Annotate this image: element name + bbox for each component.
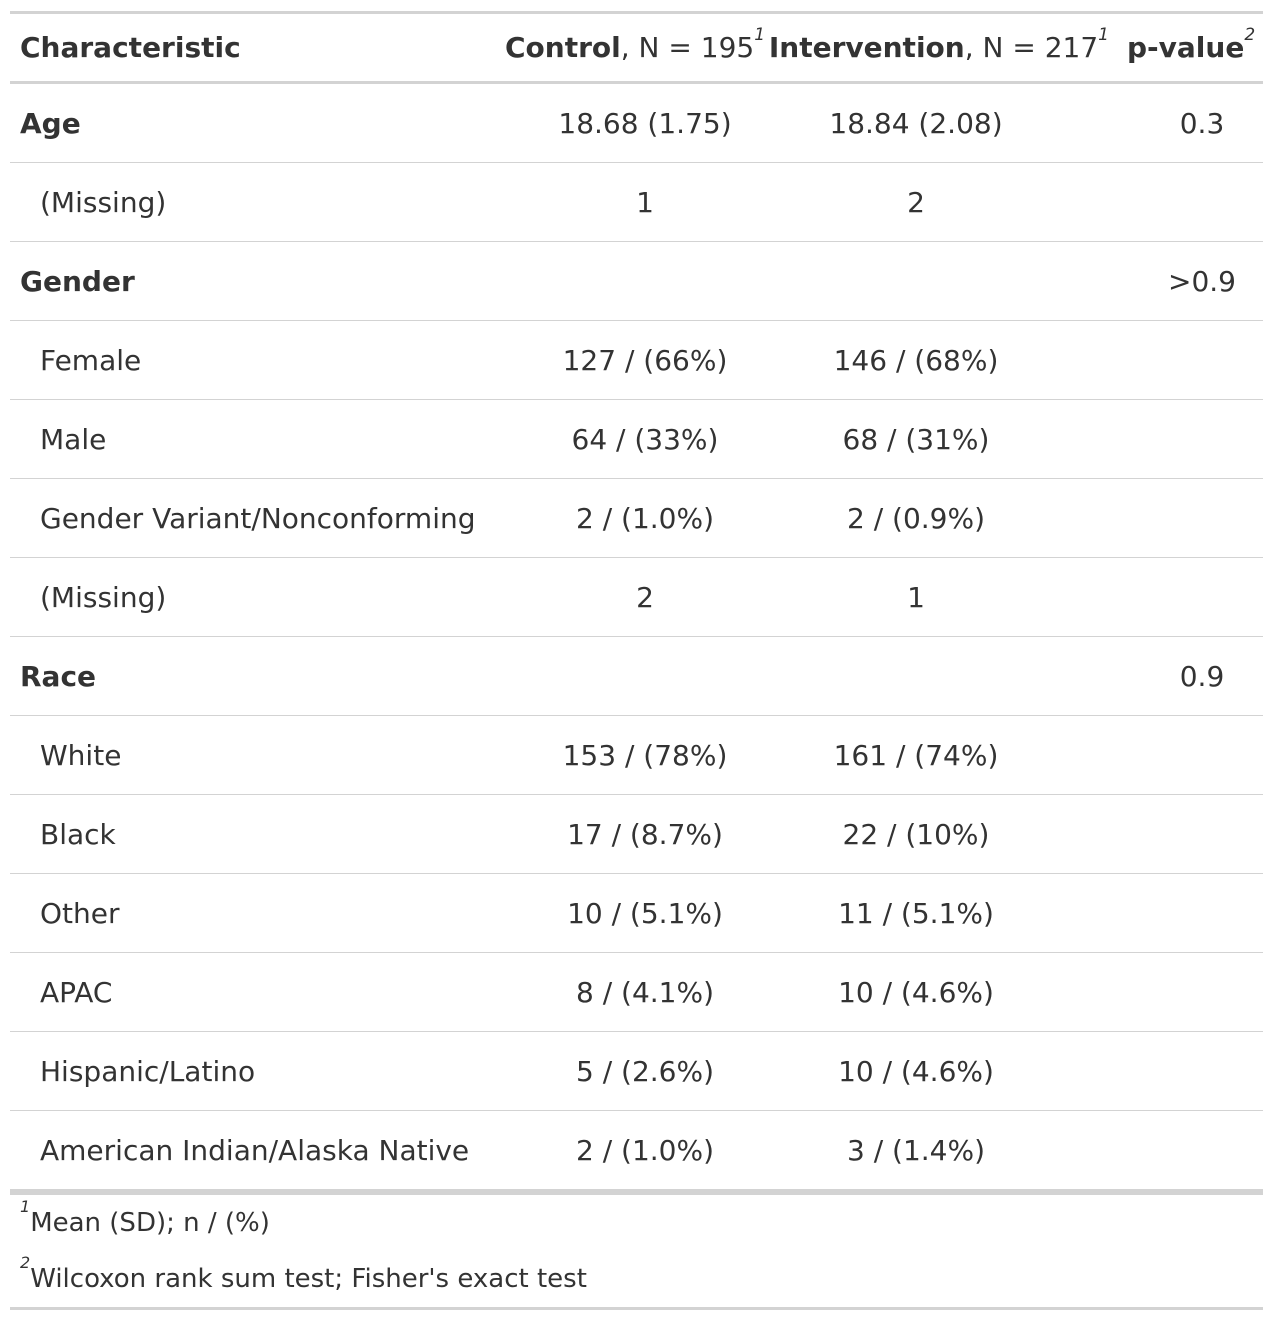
intervention-value: 22 / (10%) — [755, 794, 1127, 874]
row-label: Gender — [10, 241, 505, 321]
control-value: 64 / (33%) — [505, 399, 755, 479]
control-value: 127 / (66%) — [505, 320, 755, 400]
table-row: Age 18.68 (1.75) 18.84 (2.08) 0.3 — [10, 83, 1263, 163]
row-label: Age — [20, 106, 81, 140]
intervention-value: 10 / (4.6%) — [755, 952, 1127, 1032]
p-value: 0.3 — [1179, 106, 1225, 140]
table-row: White 153 / (78%) 161 / (74%) — [10, 715, 1263, 795]
row-label: American Indian/Alaska Native — [10, 1110, 505, 1191]
table-row: APAC 8 / (4.1%) 10 / (4.6%) — [10, 952, 1263, 1032]
control-value: 2 — [505, 557, 755, 637]
table-row: (Missing) 2 1 — [10, 557, 1263, 637]
intervention-value: 2 / (0.9%) — [755, 478, 1127, 558]
table-row: Male 64 / (33%) 68 / (31%) — [10, 399, 1263, 479]
row-label: Other — [10, 873, 505, 953]
p-value — [1127, 320, 1263, 400]
summary-table-container: Characteristic Control, N = 1951 Interve… — [10, 11, 1263, 1310]
header-pvalue: p-value2 — [1127, 12, 1263, 84]
header-control: Control, N = 1951 — [505, 12, 765, 84]
p-value — [1127, 873, 1263, 953]
footnotes: 1Mean (SD); n / (%) 2Wilcoxon rank sum t… — [10, 1192, 1263, 1310]
intervention-value — [755, 636, 1127, 716]
intervention-value: 161 / (74%) — [755, 715, 1127, 795]
p-value — [1127, 557, 1263, 637]
control-value — [505, 241, 755, 321]
p-value — [1127, 478, 1263, 558]
summary-table: Characteristic Control, N = 1951 Interve… — [10, 11, 1263, 1192]
p-value: 0.9 — [1127, 636, 1263, 716]
row-label: Female — [10, 320, 505, 400]
intervention-value — [755, 241, 1127, 321]
row-label: Race — [10, 636, 505, 716]
row-label: Hispanic/Latino — [10, 1031, 505, 1111]
row-label: White — [10, 715, 505, 795]
row-label: Black — [10, 794, 505, 874]
row-label: (Missing) — [10, 162, 505, 242]
control-value — [505, 636, 755, 716]
table-row: Gender Variant/Nonconforming 2 / (1.0%) 2 … — [10, 478, 1263, 558]
intervention-value: 18.84 (2.08) — [829, 106, 1003, 140]
p-value — [1127, 162, 1263, 242]
control-value: 18.68 (1.75) — [558, 106, 732, 140]
header-row: Characteristic Control, N = 1951 Interve… — [10, 12, 1263, 84]
p-value: >0.9 — [1127, 241, 1263, 321]
p-value — [1127, 952, 1263, 1032]
footnote-2: 2Wilcoxon rank sum test; Fisher's exact … — [20, 1253, 587, 1295]
intervention-value: 68 / (31%) — [755, 399, 1127, 479]
control-value: 5 / (2.6%) — [505, 1031, 755, 1111]
footnote-1: 1Mean (SD); n / (%) — [20, 1197, 270, 1239]
p-value — [1127, 794, 1263, 874]
p-value — [1127, 1110, 1263, 1191]
header-intervention: Intervention, N = 2171 — [755, 12, 1127, 84]
control-value: 10 / (5.1%) — [505, 873, 755, 953]
table-row: American Indian/Alaska Native 2 / (1.0%) 3… — [10, 1110, 1263, 1191]
table-row: Female 127 / (66%) 146 / (68%) — [10, 320, 1263, 400]
table-row: (Missing) 1 2 — [10, 162, 1263, 242]
row-label: Male — [10, 399, 505, 479]
intervention-value: 10 / (4.6%) — [755, 1031, 1127, 1111]
row-label: Gender Variant/Nonconforming — [10, 478, 505, 558]
intervention-value: 1 — [755, 557, 1127, 637]
table-row: Black 17 / (8.7%) 22 / (10%) — [10, 794, 1263, 874]
intervention-value: 2 — [755, 162, 1127, 242]
control-value: 1 — [505, 162, 755, 242]
header-characteristic: Characteristic — [10, 12, 505, 84]
row-label: (Missing) — [10, 557, 505, 637]
table-row: Hispanic/Latino 5 / (2.6%) 10 / (4.6%) — [10, 1031, 1263, 1111]
p-value — [1127, 715, 1263, 795]
control-value: 2 / (1.0%) — [505, 478, 755, 558]
intervention-value: 146 / (68%) — [755, 320, 1127, 400]
intervention-value: 3 / (1.4%) — [755, 1110, 1127, 1191]
table-row: Race 0.9 — [10, 636, 1263, 716]
table-row: Other 10 / (5.1%) 11 / (5.1%) — [10, 873, 1263, 953]
table-row: Gender >0.9 — [10, 241, 1263, 321]
p-value — [1127, 1031, 1263, 1111]
control-value: 2 / (1.0%) — [505, 1110, 755, 1191]
p-value — [1127, 399, 1263, 479]
intervention-value: 11 / (5.1%) — [755, 873, 1127, 953]
control-value: 17 / (8.7%) — [505, 794, 755, 874]
row-label: APAC — [10, 952, 505, 1032]
control-value: 8 / (4.1%) — [505, 952, 755, 1032]
control-value: 153 / (78%) — [505, 715, 755, 795]
